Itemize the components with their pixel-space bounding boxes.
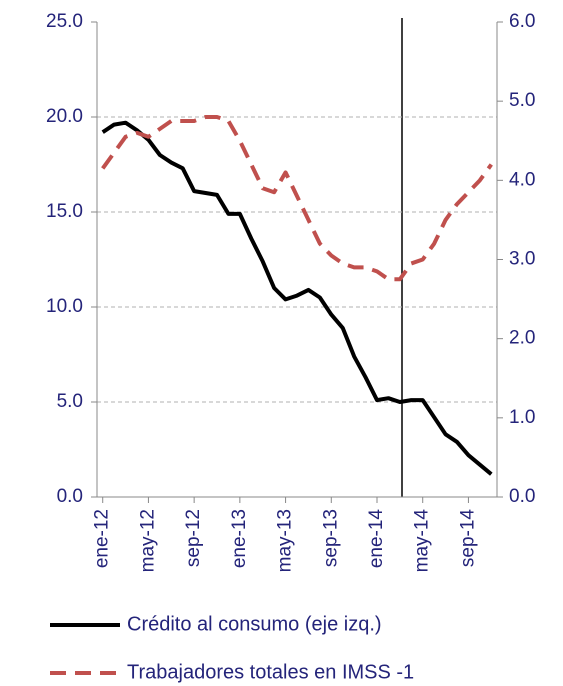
y-tick-label: 0.0 [57,486,83,507]
legend-label: Trabajadores totales en IMSS -1 [127,661,414,683]
y2-tick-label: 3.0 [509,249,535,270]
y2-tick-label: 1.0 [509,407,535,428]
y2-tick-label: 5.0 [509,90,535,111]
y-tick-label: 10.0 [46,296,83,317]
y2-tick-label: 6.0 [509,11,535,32]
y2-tick-label: 0.0 [509,486,535,507]
series-line [101,115,493,282]
x-tick-label: may-12 [137,509,158,572]
x-tick-label: sep-14 [457,509,478,568]
y2-tick-label: 4.0 [509,169,535,190]
y-tick-label: 25.0 [46,11,83,32]
series-line [101,120,493,476]
x-tick-label: ene-14 [366,509,387,569]
x-tick-label: ene-13 [229,509,250,568]
x-tick-label: sep-12 [183,509,204,567]
y2-tick-label: 2.0 [509,328,535,349]
x-tick-label: may-13 [275,509,296,572]
y-tick-label: 5.0 [57,391,83,412]
x-tick-label: may-14 [412,509,433,573]
x-tick-label: sep-13 [320,509,341,567]
y-tick-label: 15.0 [46,201,83,222]
legend-label: Crédito al consumo (eje izq.) [127,613,382,635]
y-tick-label: 20.0 [46,106,83,127]
x-tick-label: ene-12 [92,509,113,568]
